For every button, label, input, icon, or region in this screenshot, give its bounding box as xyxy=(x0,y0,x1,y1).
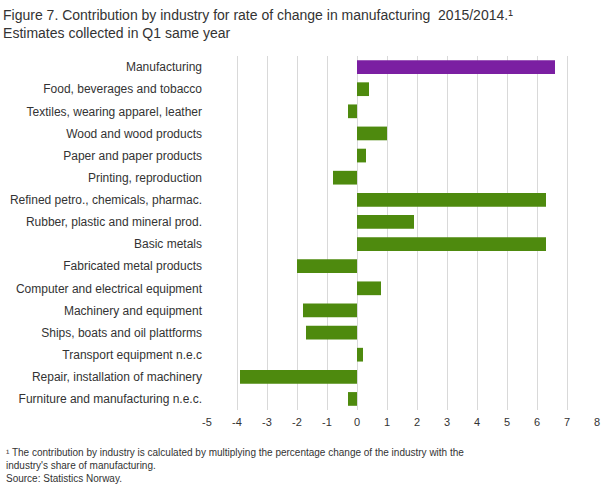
svg-text:Ships, boats and oil plattform: Ships, boats and oil plattforms xyxy=(41,326,202,340)
svg-text:-1: -1 xyxy=(322,416,332,428)
svg-text:Food, beverages and tobacco: Food, beverages and tobacco xyxy=(43,82,202,96)
svg-text:¹ The contribution by industry: ¹ The contribution by industry is calcul… xyxy=(6,447,464,484)
svg-text:Furniture and manufacturing n.: Furniture and manufacturing n.e.c. xyxy=(19,392,202,406)
svg-text:-3: -3 xyxy=(262,416,272,428)
svg-text:-5: -5 xyxy=(202,416,212,428)
svg-text:Machinery and equipment: Machinery and equipment xyxy=(64,304,203,318)
svg-text:Fabricated metal products: Fabricated metal products xyxy=(63,259,202,273)
svg-text:Manufacturing: Manufacturing xyxy=(126,60,202,74)
svg-text:Textiles, wearing apparel, lea: Textiles, wearing apparel, leather xyxy=(27,105,202,119)
svg-text:Repair, installation of machin: Repair, installation of machinery xyxy=(32,370,202,384)
svg-text:Figure 7. Contribution by indu: Figure 7. Contribution by industry for r… xyxy=(3,7,513,41)
svg-text:Transport equipment n.e.c: Transport equipment n.e.c xyxy=(62,348,202,362)
svg-text:0: 0 xyxy=(354,416,360,428)
svg-text:5: 5 xyxy=(504,416,510,428)
svg-text:7: 7 xyxy=(564,416,570,428)
svg-text:8: 8 xyxy=(594,416,600,428)
svg-text:-4: -4 xyxy=(232,416,242,428)
svg-text:Rubber, plastic and mineral pr: Rubber, plastic and mineral prod. xyxy=(26,215,202,229)
svg-text:Printing, reproduction: Printing, reproduction xyxy=(88,171,202,185)
svg-text:1: 1 xyxy=(384,416,390,428)
svg-text:2: 2 xyxy=(414,416,420,428)
svg-text:Paper and paper products: Paper and paper products xyxy=(63,149,202,163)
svg-text:Basic metals: Basic metals xyxy=(134,237,202,251)
svg-text:3: 3 xyxy=(444,416,450,428)
svg-text:4: 4 xyxy=(474,416,480,428)
svg-text:6: 6 xyxy=(534,416,540,428)
svg-text:Wood and wood products: Wood and wood products xyxy=(66,127,202,141)
svg-text:Refined petro., chemicals, pha: Refined petro., chemicals, pharmac. xyxy=(10,193,202,207)
svg-text:-2: -2 xyxy=(292,416,302,428)
svg-text:Computer and electrical equipm: Computer and electrical equipment xyxy=(16,282,203,296)
